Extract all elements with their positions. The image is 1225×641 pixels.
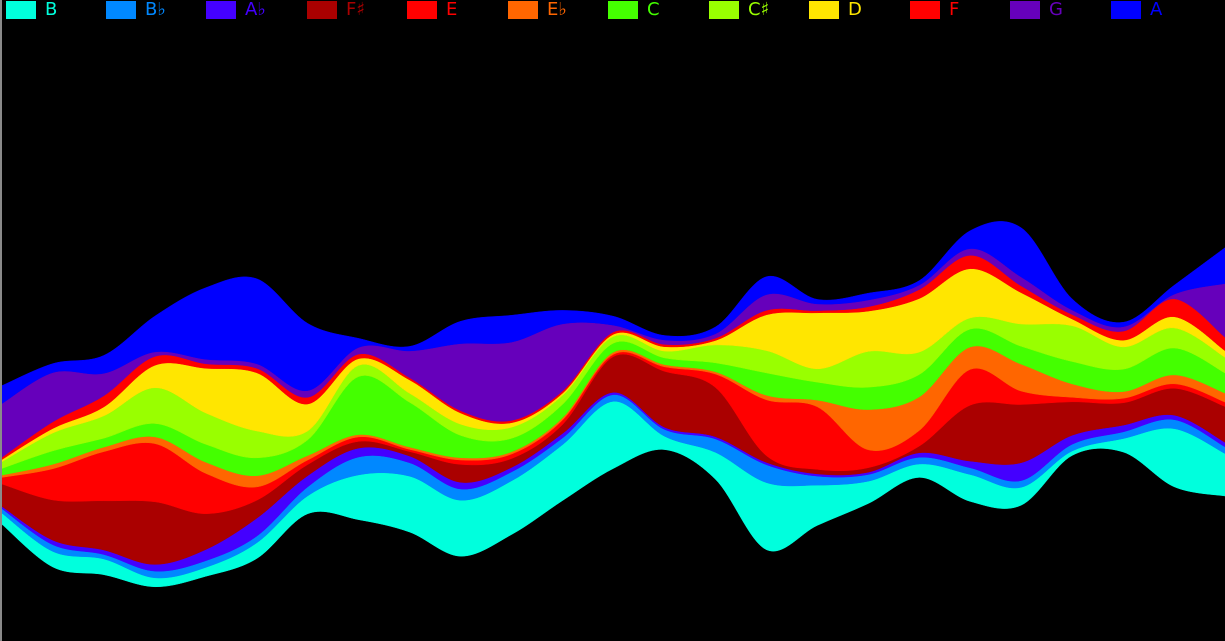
legend-label: E — [446, 0, 458, 20]
legend-label: A♭ — [245, 0, 266, 20]
legend-swatch — [809, 1, 839, 19]
legend-swatch — [206, 1, 236, 19]
legend-label: B♭ — [145, 0, 166, 20]
legend-swatch — [106, 1, 136, 19]
legend-label: E♭ — [547, 0, 567, 20]
legend-label: C — [647, 0, 660, 20]
legend-label: D — [848, 0, 862, 20]
legend-swatch — [6, 1, 36, 19]
legend-swatch — [608, 1, 638, 19]
legend-swatch — [1010, 1, 1040, 19]
legend-label: A — [1150, 0, 1163, 20]
chart-legend: B B♭ A♭ F♯ E E♭ C C♯ D F G A — [4, 0, 1225, 22]
legend-swatch — [508, 1, 538, 19]
legend-swatch — [709, 1, 739, 19]
legend-swatch — [1111, 1, 1141, 19]
legend-label: F — [949, 0, 960, 20]
legend-swatch — [910, 1, 940, 19]
legend-label: F♯ — [346, 0, 366, 20]
legend-label: B — [45, 0, 58, 20]
legend-label: G — [1049, 0, 1063, 20]
legend-label: C♯ — [748, 0, 770, 20]
legend-swatch — [407, 1, 437, 19]
legend-swatch — [307, 1, 337, 19]
